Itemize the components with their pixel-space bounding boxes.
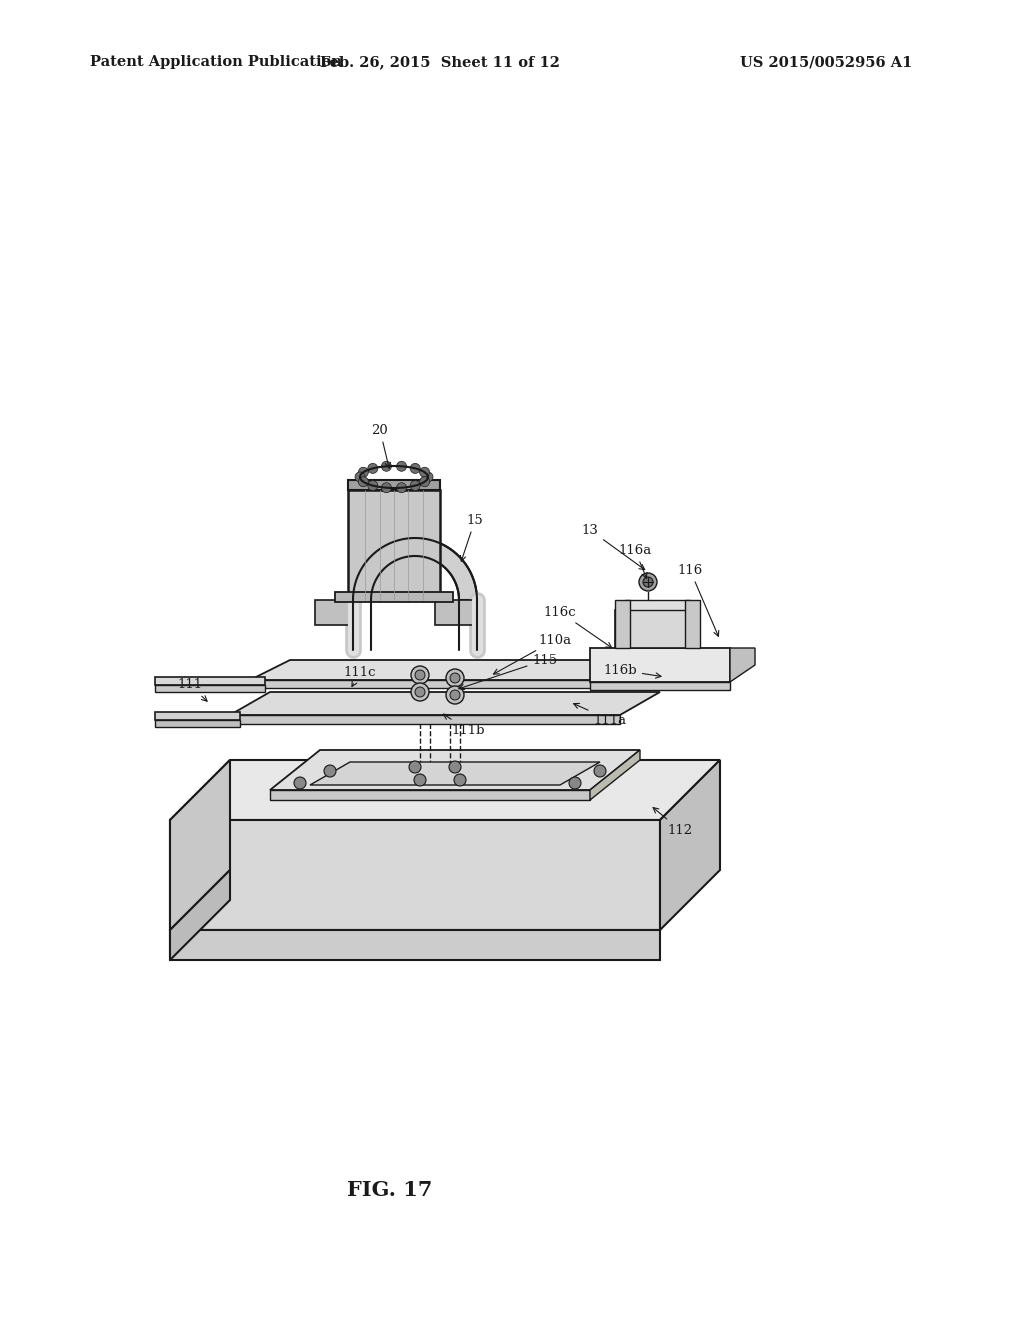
Polygon shape: [250, 660, 660, 680]
Circle shape: [355, 473, 365, 482]
Polygon shape: [435, 601, 475, 624]
Circle shape: [381, 461, 391, 471]
Circle shape: [368, 480, 378, 491]
Text: 111c: 111c: [344, 665, 376, 686]
Text: Patent Application Publication: Patent Application Publication: [90, 55, 342, 69]
Circle shape: [358, 467, 369, 478]
Text: Feb. 26, 2015  Sheet 11 of 12: Feb. 26, 2015 Sheet 11 of 12: [319, 55, 560, 69]
Circle shape: [396, 483, 407, 492]
Polygon shape: [610, 677, 680, 685]
Circle shape: [454, 774, 466, 785]
Polygon shape: [685, 601, 700, 648]
Text: 116c: 116c: [544, 606, 611, 648]
Circle shape: [446, 669, 464, 686]
Polygon shape: [170, 931, 660, 960]
Polygon shape: [170, 820, 660, 931]
Polygon shape: [170, 760, 230, 931]
Circle shape: [415, 671, 425, 680]
Circle shape: [381, 483, 391, 492]
Circle shape: [450, 690, 460, 700]
Circle shape: [643, 577, 653, 587]
Polygon shape: [315, 601, 355, 624]
Circle shape: [415, 686, 425, 697]
Text: 116a: 116a: [618, 544, 651, 578]
Circle shape: [294, 777, 306, 789]
Circle shape: [411, 463, 420, 474]
Polygon shape: [250, 680, 620, 688]
Polygon shape: [348, 480, 440, 490]
Circle shape: [639, 573, 657, 591]
Polygon shape: [615, 601, 630, 648]
Circle shape: [368, 463, 378, 474]
Polygon shape: [230, 692, 660, 715]
Circle shape: [420, 477, 430, 487]
Circle shape: [446, 686, 464, 704]
Text: US 2015/0052956 A1: US 2015/0052956 A1: [740, 55, 912, 69]
Polygon shape: [615, 610, 700, 648]
Circle shape: [358, 477, 369, 487]
Circle shape: [449, 762, 461, 774]
Text: 111b: 111b: [443, 714, 484, 737]
Polygon shape: [155, 711, 240, 719]
Circle shape: [420, 467, 430, 478]
Polygon shape: [310, 762, 600, 785]
Text: 15: 15: [461, 513, 483, 561]
Circle shape: [396, 461, 407, 471]
Text: 13: 13: [582, 524, 645, 570]
Circle shape: [411, 667, 429, 684]
Polygon shape: [170, 870, 230, 960]
Text: 115: 115: [459, 653, 557, 689]
Polygon shape: [590, 682, 730, 690]
Circle shape: [569, 777, 581, 789]
Polygon shape: [170, 760, 720, 820]
Polygon shape: [353, 539, 477, 601]
Circle shape: [450, 673, 460, 682]
Text: FIG. 17: FIG. 17: [347, 1180, 433, 1200]
Text: 20: 20: [372, 424, 390, 469]
Polygon shape: [660, 760, 720, 931]
Polygon shape: [348, 490, 440, 601]
Circle shape: [324, 766, 336, 777]
Text: 116: 116: [677, 564, 719, 636]
Polygon shape: [155, 685, 265, 692]
Polygon shape: [270, 750, 640, 789]
Polygon shape: [730, 648, 755, 682]
Polygon shape: [230, 715, 620, 723]
Text: 110a: 110a: [494, 634, 571, 675]
Text: 111a: 111a: [573, 704, 627, 726]
Polygon shape: [625, 601, 690, 610]
Circle shape: [594, 766, 606, 777]
Polygon shape: [590, 750, 640, 800]
Text: 112: 112: [653, 808, 692, 837]
Text: 111: 111: [177, 678, 207, 701]
Circle shape: [411, 682, 429, 701]
Polygon shape: [590, 648, 730, 682]
Polygon shape: [155, 677, 265, 685]
Circle shape: [423, 473, 433, 482]
Polygon shape: [270, 789, 590, 800]
Circle shape: [409, 762, 421, 774]
Polygon shape: [335, 591, 453, 602]
Text: 116b: 116b: [603, 664, 662, 678]
Circle shape: [411, 480, 420, 491]
Polygon shape: [155, 719, 240, 727]
Circle shape: [414, 774, 426, 785]
